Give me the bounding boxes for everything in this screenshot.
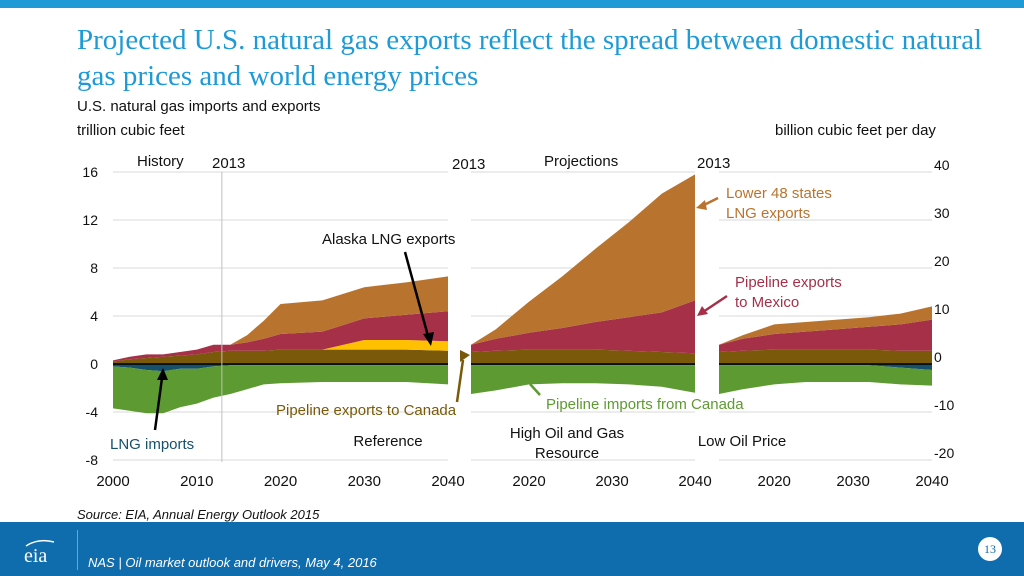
chart-subtitle: U.S. natural gas imports and exports xyxy=(77,98,321,115)
left-tick-label: 16 xyxy=(82,164,98,180)
area-lower-48-states-lng-exports xyxy=(471,174,695,345)
annotation-arrow xyxy=(455,359,465,403)
year-2013-label: 2013 xyxy=(212,155,245,172)
annotation-lower48-lng: Lower 48 states xyxy=(726,185,832,202)
source-note: Source: EIA, Annual Energy Outlook 2015 xyxy=(77,507,320,522)
area-alaska-lng-exports xyxy=(113,340,448,362)
annotation-pipeline-exports-canada: Pipeline exports to Canada xyxy=(276,402,457,419)
area-pipeline-imports-from-canada xyxy=(471,365,695,394)
area-pipeline-exports-to-mexico xyxy=(719,319,932,352)
x-tick-label: 2040 xyxy=(678,473,711,490)
x-tick-label: 2010 xyxy=(180,473,213,490)
panel-name-high-resource: Resource xyxy=(535,445,599,462)
top-accent-bar xyxy=(0,0,1024,8)
left-tick-label: -8 xyxy=(86,452,99,468)
x-tick-label: 2020 xyxy=(512,473,545,490)
annotation-pipeline-imports-canada: Pipeline imports from Canada xyxy=(546,396,744,413)
annotation-arrow xyxy=(529,383,541,396)
x-tick-label: 2040 xyxy=(431,473,464,490)
projections-label: Projections xyxy=(544,153,618,170)
area-pipeline-imports-from-canada xyxy=(719,365,932,394)
left-axis-unit: trillion cubic feet xyxy=(77,122,185,139)
slide-title: Projected U.S. natural gas exports refle… xyxy=(77,24,983,92)
annotation-alaska-lng: Alaska LNG exports xyxy=(322,231,455,248)
annotation-pipeline-mexico: Pipeline exports xyxy=(735,274,842,291)
annotation-arrowhead xyxy=(157,368,168,380)
annotation-pipeline-mexico: to Mexico xyxy=(735,294,799,311)
eia-logo-icon: eia xyxy=(24,539,55,566)
x-tick-label: 2000 xyxy=(96,473,129,490)
x-tick-label: 2030 xyxy=(836,473,869,490)
right-tick-label: -10 xyxy=(934,397,954,413)
area-lower-48-states-lng-exports xyxy=(719,306,932,345)
x-tick-label: 2020 xyxy=(758,473,791,490)
left-tick-label: 4 xyxy=(90,308,98,324)
footer-bar: eia NAS | Oil market outlook and drivers… xyxy=(0,522,1024,576)
year-2013-label: 2013 xyxy=(697,155,730,172)
annotation-arrowhead xyxy=(696,200,707,210)
annotation-arrow xyxy=(403,251,430,337)
svg-text:eia: eia xyxy=(24,545,47,566)
page-number: 13 xyxy=(978,537,1002,561)
annotation-lower48-lng: LNG exports xyxy=(726,205,810,222)
history-label: History xyxy=(137,153,184,170)
area-pipeline-exports-to-canada xyxy=(471,349,695,364)
annotation-arrowhead xyxy=(423,332,434,346)
area-pipeline-exports-to-mexico xyxy=(471,300,695,354)
left-tick-label: 8 xyxy=(90,260,98,276)
panel-name-reference: Reference xyxy=(353,433,422,450)
right-tick-label: -20 xyxy=(934,445,954,461)
footer-text: NAS | Oil market outlook and drivers, Ma… xyxy=(88,555,377,570)
area-lower-48-states-lng-exports xyxy=(113,276,448,361)
area-pipeline-exports-to-canada xyxy=(113,349,448,364)
annotation-lng-imports: LNG imports xyxy=(110,436,194,453)
area-pipeline-exports-to-mexico xyxy=(113,311,448,362)
right-tick-label: 20 xyxy=(934,253,950,269)
area-lng-imports xyxy=(113,364,448,372)
annotation-arrowhead xyxy=(460,350,470,362)
annotation-arrow xyxy=(702,294,728,314)
left-tick-label: -4 xyxy=(86,404,99,420)
x-tick-label: 2030 xyxy=(348,473,381,490)
year-2013-label: 2013 xyxy=(452,156,485,173)
right-tick-label: 40 xyxy=(934,157,950,173)
left-tick-label: 0 xyxy=(90,356,98,372)
x-tick-label: 2040 xyxy=(915,473,948,490)
panel-name-high-resource: High Oil and Gas xyxy=(510,425,624,442)
area-pipeline-exports-to-canada xyxy=(719,349,932,364)
right-axis-unit: billion cubic feet per day xyxy=(775,122,936,139)
left-tick-label: 12 xyxy=(82,212,98,228)
right-tick-label: 10 xyxy=(934,301,950,317)
annotation-arrowhead xyxy=(697,306,708,316)
x-tick-label: 2030 xyxy=(595,473,628,490)
x-tick-label: 2020 xyxy=(264,473,297,490)
area-lng-imports xyxy=(719,364,932,370)
annotation-arrow xyxy=(153,377,164,431)
area-pipeline-imports-from-canada xyxy=(113,365,448,414)
panel-name-low-oil-price: Low Oil Price xyxy=(698,433,786,450)
footer-divider xyxy=(77,530,78,570)
right-tick-label: 0 xyxy=(934,349,942,365)
right-tick-label: 30 xyxy=(934,205,950,221)
